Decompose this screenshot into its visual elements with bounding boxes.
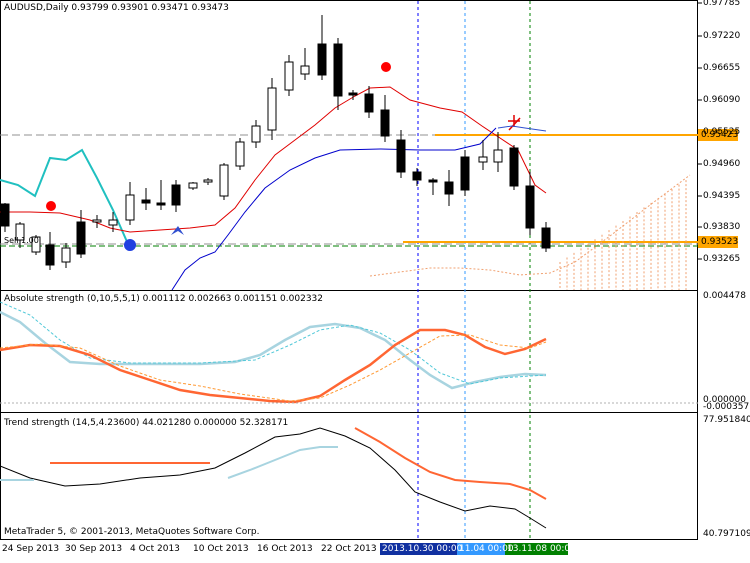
absolute-bull-signal [0, 301, 547, 385]
time-label-3: 4 Oct 2013 [130, 544, 180, 554]
price-tick-4: 0.96090 [703, 95, 741, 105]
plot-frame [0, 0, 698, 540]
candle-body[interactable] [333, 43, 343, 97]
candle-body[interactable] [219, 164, 229, 197]
absolute-axis-top: 0.004478 [703, 291, 746, 301]
time-badge-3-bg [505, 543, 568, 555]
candle-body[interactable] [0, 203, 10, 227]
candle-body[interactable] [348, 92, 358, 96]
time-badge-3: 13.11.08 00:00 [507, 544, 576, 554]
candle-body[interactable] [380, 109, 390, 137]
candle-body[interactable] [428, 179, 438, 183]
price-tick-6: 0.94960 [703, 159, 741, 169]
candle-body[interactable] [317, 43, 327, 76]
candle-body[interactable] [493, 149, 503, 163]
sell-cross-icon [508, 115, 521, 131]
candle-body[interactable] [284, 61, 294, 91]
cloud-fill [369, 174, 691, 290]
candle-body[interactable] [125, 194, 135, 221]
absolute-bull-line [0, 310, 547, 390]
red-signal-dot-2 [381, 62, 391, 72]
candle-body[interactable] [541, 227, 551, 249]
absolute-strength-header: Absolute strength (0,10,5,5,1) 0.001112 … [4, 294, 324, 304]
candle-body[interactable] [92, 219, 102, 223]
candle-body[interactable] [364, 93, 374, 113]
candle-body[interactable] [108, 219, 118, 226]
trend-strength-main [0, 427, 547, 529]
blue-signal-dot [124, 239, 136, 251]
candle-body[interactable] [478, 156, 488, 163]
candle-body[interactable] [45, 244, 55, 266]
red-signal-dot-1 [46, 201, 56, 211]
price-badge-low-bg [698, 236, 738, 248]
time-badge-2-bg [457, 543, 505, 555]
trend-strength-down-2 [354, 427, 547, 500]
candle-body[interactable] [267, 87, 277, 131]
price-tick-2: 0.97220 [703, 31, 741, 41]
time-label-1: 24 Sep 2013 [2, 544, 60, 554]
candle-body[interactable] [171, 184, 181, 206]
price-tick-1: 0.97785 [703, 0, 741, 8]
absolute-axis-bottom: 0.000000 [703, 395, 746, 405]
main-chart-header: AUDUSD,Daily 0.93799 0.93901 0.93471 0.9… [4, 3, 229, 13]
candle-body[interactable] [460, 156, 470, 191]
time-label-2: 30 Sep 2013 [65, 544, 123, 554]
blue-trend-tail [497, 125, 547, 132]
candle-body[interactable] [203, 179, 213, 183]
candle-body[interactable] [141, 199, 151, 204]
price-tick-7: 0.94395 [703, 191, 741, 201]
price-tick-8: 0.93830 [703, 222, 741, 232]
time-label-4: 10 Oct 2013 [193, 544, 249, 554]
sell-order-label: Sell 1.00 [4, 236, 39, 245]
candle-body[interactable] [15, 223, 25, 241]
cyan-indicator-line [0, 148, 129, 245]
blue-indicator-line [171, 127, 497, 291]
absolute-bear-line [0, 328, 547, 404]
candle-body[interactable] [76, 221, 86, 255]
trend-strength-up-2 [227, 446, 338, 479]
candle-body[interactable] [525, 185, 535, 229]
candle-body[interactable] [61, 247, 71, 263]
trend-axis-top: 77.951840 [703, 415, 750, 425]
candle-body[interactable] [444, 181, 454, 195]
cloud-edge [369, 174, 691, 277]
trend-axis-bottom: 40.797109 [703, 529, 750, 539]
time-badge-1-bg [380, 543, 457, 555]
candle-body[interactable] [235, 141, 245, 167]
buy-arrow-icon [171, 226, 184, 235]
candle-body[interactable] [156, 202, 166, 206]
price-badge-high: 0.95423 [701, 130, 739, 140]
price-tick-9: 0.93265 [703, 254, 741, 264]
candle-body[interactable] [396, 139, 406, 173]
price-tick-5: 0.95525 [703, 127, 741, 137]
candle-body[interactable] [188, 182, 198, 189]
candlestick-series[interactable] [0, 15, 551, 270]
time-badge-2: 11.04 00:00 [459, 544, 514, 554]
candle-body[interactable] [31, 236, 41, 253]
absolute-bear-signal [0, 334, 547, 402]
price-badge-low: 0.93523 [701, 237, 739, 247]
trend-strength-header: Trend strength (14,5,4.23600) 44.021280 … [4, 418, 289, 428]
time-label-6: 22 Oct 2013 [321, 544, 377, 554]
time-badge-1: 2013.10.30 00:00 [382, 544, 463, 554]
candle-body[interactable] [251, 125, 261, 143]
price-badge-high-bg [698, 129, 738, 141]
price-tick-3: 0.96655 [703, 63, 741, 73]
candle-body[interactable] [509, 147, 519, 187]
absolute-axis-bottom-2: -0.000357 [703, 402, 750, 412]
time-label-5: 16 Oct 2013 [257, 544, 313, 554]
candle-body[interactable] [412, 171, 422, 181]
copyright-footer: MetaTrader 5, © 2001-2013, MetaQuotes So… [4, 527, 260, 537]
candle-body[interactable] [300, 65, 310, 75]
